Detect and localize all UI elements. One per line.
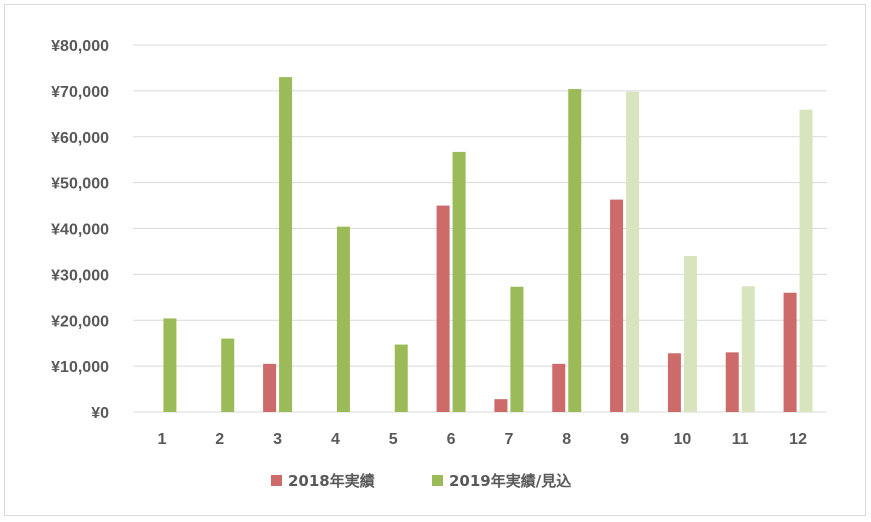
bar-2019 xyxy=(626,91,640,412)
bar-2018 xyxy=(494,399,508,412)
x-axis-labels: 1 2 3 4 5 6 7 8 9 10 11 12 xyxy=(157,431,807,448)
bar-2019 xyxy=(510,286,524,412)
x-tick-label: 1 xyxy=(157,431,166,448)
x-tick-label: 6 xyxy=(447,431,456,448)
legend-swatch xyxy=(271,475,282,486)
bar-2018 xyxy=(725,352,739,412)
y-tick-label: ¥0 xyxy=(91,405,109,422)
y-tick-label: ¥10,000 xyxy=(51,359,109,376)
bar-chart: ¥0 ¥10,000 ¥20,000 ¥30,000 ¥40,000 ¥50,000 ¥60… xyxy=(51,38,827,490)
bar-2019 xyxy=(279,77,293,413)
chart-area: ¥0 ¥10,000 ¥20,000 ¥30,000 ¥40,000 ¥50,000 ¥60… xyxy=(4,4,866,516)
bar-2019 xyxy=(741,286,755,412)
legend-label: 2018年実績 xyxy=(288,472,375,490)
bar-2018 xyxy=(783,292,797,412)
y-tick-label: ¥70,000 xyxy=(51,84,109,101)
x-tick-label: 7 xyxy=(504,431,513,448)
bar-2018 xyxy=(552,363,566,412)
bar-2019 xyxy=(336,226,350,412)
y-tick-label: ¥60,000 xyxy=(51,130,109,147)
bar-2019 xyxy=(683,256,697,412)
bar-2019 xyxy=(568,89,582,412)
bar-2019 xyxy=(799,109,813,412)
gridlines xyxy=(133,44,827,413)
legend-swatch xyxy=(432,475,443,486)
x-tick-label: 3 xyxy=(273,431,282,448)
x-tick-label: 2 xyxy=(215,431,224,448)
bar-2019 xyxy=(452,151,466,413)
bar-2018 xyxy=(610,199,624,412)
bar-2018 xyxy=(263,363,277,412)
x-tick-label: 9 xyxy=(620,431,629,448)
x-tick-label: 12 xyxy=(789,431,807,448)
x-tick-label: 10 xyxy=(674,431,692,448)
y-tick-label: ¥50,000 xyxy=(51,176,109,193)
x-tick-label: 8 xyxy=(562,431,571,448)
bar-2018 xyxy=(667,353,681,412)
x-tick-label: 5 xyxy=(389,431,398,448)
y-tick-label: ¥20,000 xyxy=(51,313,109,330)
y-tick-label: ¥40,000 xyxy=(51,222,109,239)
legend: 2018年実績 2019年実績/見込 xyxy=(271,472,571,490)
y-axis-labels: ¥0 ¥10,000 ¥20,000 ¥30,000 ¥40,000 ¥50,000 ¥60… xyxy=(51,38,109,422)
bars xyxy=(163,77,813,413)
x-tick-label: 11 xyxy=(732,431,749,448)
bar-2019 xyxy=(394,344,408,412)
y-tick-label: ¥30,000 xyxy=(51,267,109,284)
y-tick-label: ¥80,000 xyxy=(51,38,109,55)
bar-2019 xyxy=(221,338,235,412)
bar-2019 xyxy=(163,318,177,412)
legend-label: 2019年実績/見込 xyxy=(449,472,571,490)
x-tick-label: 4 xyxy=(331,431,340,448)
bar-2018 xyxy=(436,205,450,412)
